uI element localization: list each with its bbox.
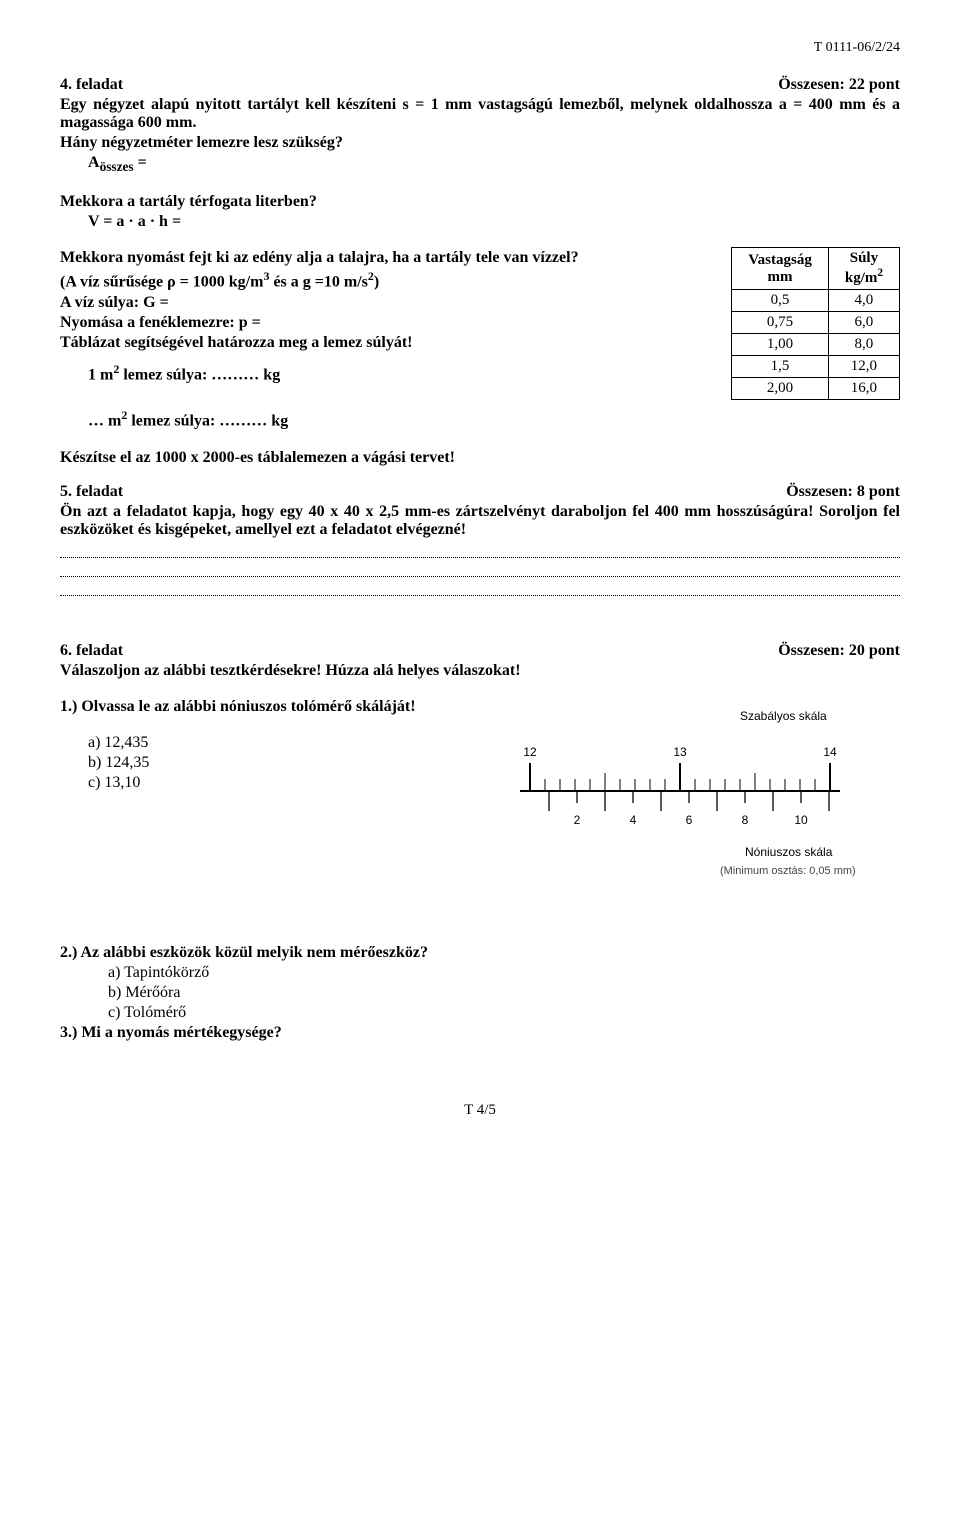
- svg-text:14: 14: [823, 745, 837, 759]
- task4-line1: Egy négyzet alapú nyitott tartályt kell …: [60, 96, 900, 132]
- task4-line13: Készítse el az 1000 x 2000-es táblalemez…: [60, 449, 900, 467]
- task5-points: Összesen: 8 pont: [786, 483, 900, 501]
- task4-title: 4. feladat: [60, 76, 123, 94]
- answer-line: [60, 595, 900, 596]
- task5-body: Ön azt a feladatot kapja, hogy egy 40 x …: [60, 503, 900, 539]
- task4-line6: Mekkora nyomást fejt ki az edény alja a …: [60, 249, 711, 267]
- q1-c: c) 13,10: [88, 774, 480, 792]
- task4-line12: … m2 lemez súlya: ……… kg: [88, 408, 900, 430]
- q1-text: 1.) Olvassa le az alábbi nóniuszos tolóm…: [60, 698, 480, 716]
- vernier-scale-image: Szabályos skála 12 13 14 2 4 6 8 10 Nóni…: [500, 706, 860, 886]
- svg-text:12: 12: [523, 745, 537, 759]
- svg-text:10: 10: [794, 813, 808, 827]
- task6-title: 6. feladat: [60, 642, 123, 660]
- table-head-weight: Súlykg/m2: [828, 248, 899, 290]
- table-head-thickness: Vastagságmm: [732, 248, 829, 290]
- answer-line: [60, 576, 900, 577]
- task4-line11: 1 m2 lemez súlya: ……… kg: [88, 362, 711, 384]
- svg-text:6: 6: [686, 813, 693, 827]
- table-row: 2,0016,0: [732, 378, 900, 400]
- q2-a: a) Tapintókörző: [108, 964, 900, 982]
- table-row: 1,512,0: [732, 356, 900, 378]
- task4-line9: Nyomása a fenéklemezre: p =: [60, 314, 711, 332]
- thickness-weight-table: Vastagságmm Súlykg/m2 0,54,0 0,756,0 1,0…: [731, 247, 900, 400]
- q2-text: 2.) Az alábbi eszközök közül melyik nem …: [60, 944, 900, 962]
- caption-min: (Minimum osztás: 0,05 mm): [720, 865, 856, 877]
- q2-c: c) Tolómérő: [108, 1004, 900, 1022]
- svg-text:4: 4: [630, 813, 637, 827]
- table-row: 1,008,0: [732, 334, 900, 356]
- task5-title: 5. feladat: [60, 483, 123, 501]
- page-footer: T 4/5: [60, 1102, 900, 1119]
- svg-text:8: 8: [742, 813, 749, 827]
- q1-a: a) 12,435: [88, 734, 480, 752]
- q1-b: b) 124,35: [88, 754, 480, 772]
- task6-points: Összesen: 20 pont: [778, 642, 900, 660]
- q2-b: b) Mérőóra: [108, 984, 900, 1002]
- task4-line3: Aösszes =: [88, 154, 900, 175]
- task4-line10: Táblázat segítségével határozza meg a le…: [60, 334, 711, 352]
- task4-line2: Hány négyzetméter lemezre lesz szükség?: [60, 134, 900, 152]
- task4-line4: Mekkora a tartály térfogata literben?: [60, 193, 900, 211]
- svg-text:13: 13: [673, 745, 687, 759]
- caption-top: Szabályos skála: [740, 709, 827, 723]
- task4-line8: A víz súlya: G =: [60, 294, 711, 312]
- table-row: 0,54,0: [732, 290, 900, 312]
- task4-line5: V = a · a · h =: [88, 213, 900, 231]
- answer-line: [60, 557, 900, 558]
- task4-points: Összesen: 22 pont: [778, 76, 900, 94]
- q3-text: 3.) Mi a nyomás mértékegysége?: [60, 1024, 900, 1042]
- table-row: 0,756,0: [732, 312, 900, 334]
- doc-code: T 0111-06/2/24: [60, 40, 900, 56]
- task6-intro: Válaszoljon az alábbi tesztkérdésekre! H…: [60, 662, 900, 680]
- task4-line7: (A víz sűrűsége ρ = 1000 kg/m3 és a g =1…: [60, 269, 711, 291]
- caption-bottom: Nóniuszos skála: [745, 845, 833, 859]
- svg-text:2: 2: [574, 813, 581, 827]
